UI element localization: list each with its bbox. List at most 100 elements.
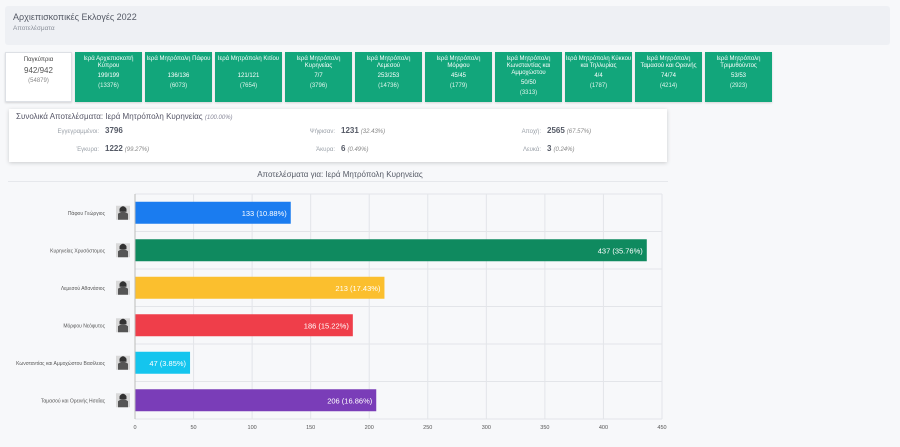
avatar-head-icon: [119, 243, 127, 250]
stat-value: 2565: [547, 126, 565, 135]
avatar-body-icon: [118, 211, 128, 220]
stat-value: 3: [547, 144, 552, 153]
stat-pct: (99.27%): [124, 147, 150, 153]
bar-value-label: 186 (15.22%): [304, 321, 350, 330]
summary-title-pct: (100.00%): [204, 115, 233, 121]
stat-pct: (67.57%): [566, 129, 592, 135]
tab-count: 45/45: [450, 73, 466, 79]
tab-region-10[interactable]: Ιερά Μητρόπολη Τριμυθούντος 53/53 (2923): [705, 52, 772, 102]
tab-count: 7/7: [314, 73, 323, 79]
tab-region-2[interactable]: Ιερά Μητρόπολη Πάφου 136/136 (6073): [145, 52, 212, 102]
bar-value-label: 213 (17.43%): [335, 284, 381, 293]
tab-count: 53/53: [730, 73, 746, 79]
bar-value-label: 133 (10.88%): [242, 209, 288, 218]
category-label: Πάφου Γεώργιος: [68, 210, 106, 217]
stat-value: 6: [341, 144, 346, 153]
tab-region-5[interactable]: Ιερά Μητρόπολη Λεμεσού 253/253 (14736): [355, 52, 422, 102]
x-tick-label: 0: [133, 425, 136, 431]
stat-blank: Λευκά: 3 (0.24%): [509, 144, 575, 153]
tab-votes: (1779): [449, 83, 468, 89]
tab-region-0[interactable]: Παγκύπρια 942/942 (54879): [5, 52, 72, 102]
x-tick-label: 300: [482, 425, 491, 431]
tab-votes: (7654): [239, 83, 258, 89]
avatar-head-icon: [119, 318, 127, 325]
stat-registered: Εγγεγραμμένοι: 3796: [29, 126, 123, 135]
stat-label: Άκυρα:: [316, 147, 335, 153]
tab-region-7[interactable]: Ιερά Μητρόπολη Κωνσταντίας και Αμμοχώστο…: [495, 52, 562, 102]
bar: [135, 314, 353, 337]
bar-value-label: 47 (3.85%): [149, 359, 186, 368]
tab-name: Ιερά Μητρόπολη Κωνσταντίας και Αμμοχώστο…: [506, 56, 551, 76]
tab-name: Παγκύπρια: [23, 57, 54, 63]
tab-region-1[interactable]: Ιερά Αρχιεπισκοπή Κύπρου 199/199 (13376): [75, 52, 142, 102]
stat-invalid: Άκυρα: 6 (0.49%): [299, 144, 368, 153]
tab-name: Ιερά Μητρόπολη Ταμασού και Ορεινής: [640, 56, 697, 69]
tab-name: Ιερά Μητρόπολη Κιτίου: [217, 56, 280, 62]
x-tick-label: 450: [657, 425, 666, 431]
stat-label: Έγκυρα:: [76, 147, 99, 153]
tab-count: 136/136: [167, 73, 190, 79]
summary-title-text: Συνολικά Αποτελέσματα: Ιερά Μητρόπολη Κυ…: [16, 112, 203, 121]
tab-count: 253/253: [377, 73, 400, 79]
tab-count: 121/121: [237, 73, 260, 79]
tab-count: 74/74: [660, 73, 676, 79]
tab-region-4[interactable]: Ιερά Μητρόπολη Κυρηνείας 7/7 (3796): [285, 52, 352, 102]
tab-count: 942/942: [24, 66, 53, 75]
tab-region-9[interactable]: Ιερά Μητρόπολη Ταμασού και Ορεινής 74/74 (…: [635, 52, 702, 102]
stat-label: Ψήφισαν:: [309, 129, 335, 135]
stat-pct: (0.24%): [553, 147, 575, 153]
bar: [135, 239, 647, 262]
stat-label: Λευκά:: [522, 147, 541, 153]
tab-name: Ιερά Μητρόπολη Μόρφου: [436, 56, 481, 69]
category-label: Λεμεσού Αθανάσιος: [61, 285, 106, 292]
tab-votes: (3796): [309, 83, 328, 89]
tab-name: Ιερά Μητρόπολη Πάφου: [146, 56, 211, 62]
stat-pct: (0.49%): [347, 147, 369, 153]
avatar-body-icon: [118, 399, 128, 408]
tab-votes: (2923): [729, 83, 748, 89]
tab-name: Ιερά Αρχιεπισκοπή Κύπρου: [83, 56, 134, 69]
tab-votes: (14736): [378, 83, 399, 89]
stat-pct: (32.43%): [360, 129, 386, 135]
summary-title: Συνολικά Αποτελέσματα: Ιερά Μητρόπολη Κυ…: [16, 112, 660, 121]
page-header: Αρχιεπισκοπικές Εκλογές 2022 Αποτελέσματ…: [5, 6, 890, 45]
x-tick-label: 350: [540, 425, 549, 431]
x-tick-label: 200: [365, 425, 374, 431]
bar: [135, 276, 385, 299]
x-tick-label: 100: [248, 425, 257, 431]
stat-value: 3796: [105, 126, 123, 135]
tab-count: 4/4: [594, 73, 603, 79]
tab-region-8[interactable]: Ιερά Μητρόπολη Κύκκου και Τηλλυρίας 4/4 (1…: [565, 52, 632, 102]
tab-name: Ιερά Μητρόπολη Κύκκου και Τηλλυρίας: [565, 56, 632, 69]
tab-name: Ιερά Μητρόπολη Τριμυθούντος: [716, 56, 761, 69]
tab-region-3[interactable]: Ιερά Μητρόπολη Κιτίου 121/121 (7654): [215, 52, 282, 102]
region-tabs: Παγκύπρια 942/942 (54879) Ιερά Αρχιεπισκοπή…: [5, 52, 772, 102]
category-label: Μόρφου Νεόφυτος: [63, 322, 105, 329]
tab-votes: (6073): [169, 83, 188, 89]
avatar-body-icon: [118, 361, 128, 370]
page-subtitle: Αποτελέσματα: [13, 25, 55, 32]
tab-region-6[interactable]: Ιερά Μητρόπολη Μόρφου 45/45 (1779): [425, 52, 492, 102]
tab-votes: (3313): [519, 90, 538, 96]
avatar-body-icon: [118, 286, 128, 295]
stat-abstain: Αποχή: 2565 (67.57%): [509, 126, 592, 135]
tab-votes: (1787): [589, 83, 608, 89]
stat-label: Αποχή:: [521, 129, 541, 135]
avatar-body-icon: [118, 249, 128, 258]
bar: [135, 389, 377, 412]
bar-value-label: 206 (16.86%): [327, 396, 373, 405]
chart-title: Αποτελέσματα για: Ιερά Μητρόπολη Κυρηνεί…: [257, 170, 423, 179]
chart-divider: [8, 181, 668, 182]
bar: [135, 201, 291, 224]
tab-votes: (13376): [98, 83, 119, 89]
avatar-head-icon: [119, 393, 127, 400]
bar: [135, 351, 191, 374]
x-tick-label: 400: [599, 425, 608, 431]
tab-votes: (4214): [659, 83, 678, 89]
bar-value-label: 437 (35.76%): [598, 246, 644, 255]
stat-value: 1222: [105, 144, 123, 153]
results-bar-chart: 0 50 100 150 200 250 300 350 400 450 133 (10.88%) Π…: [16, 193, 667, 431]
avatar-head-icon: [119, 206, 127, 212]
stat-label: Εγγεγραμμένοι:: [57, 129, 99, 135]
category-label: Κυρηνείας Χρυσόστομος: [50, 247, 105, 254]
